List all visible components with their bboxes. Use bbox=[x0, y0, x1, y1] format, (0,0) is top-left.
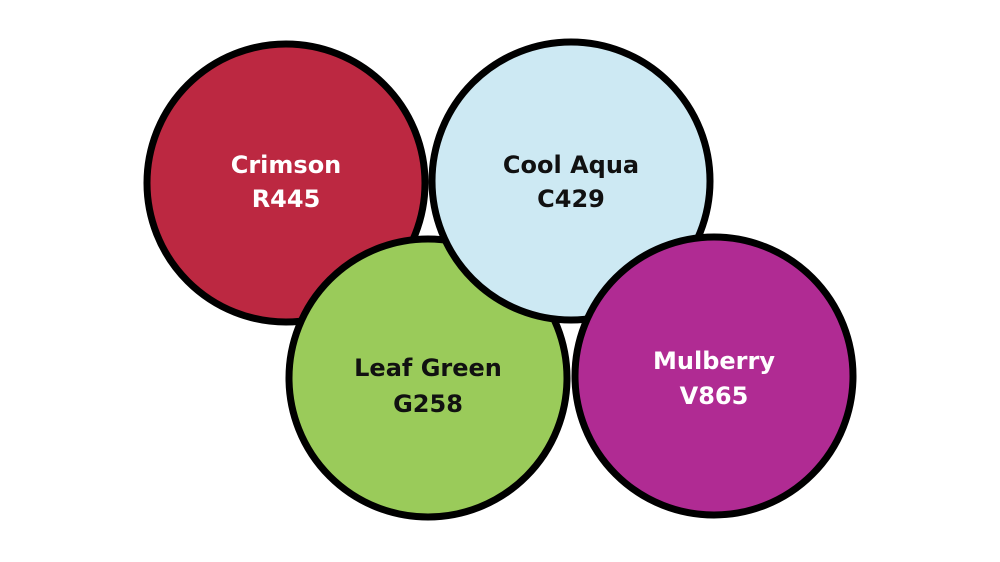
swatch-code: V865 bbox=[680, 382, 749, 410]
swatch-circle bbox=[285, 235, 571, 521]
swatch-code: G258 bbox=[393, 390, 463, 418]
swatch-code: R445 bbox=[252, 185, 321, 213]
swatch-circle bbox=[143, 40, 429, 326]
swatch-label: Crimson bbox=[231, 151, 342, 179]
swatch-circle bbox=[428, 38, 714, 324]
swatch-code: C429 bbox=[537, 185, 605, 213]
swatch-cool-aqua: Cool Aqua C429 bbox=[428, 38, 714, 324]
swatch-label: Cool Aqua bbox=[503, 151, 639, 179]
swatch-circle bbox=[571, 233, 857, 519]
swatch-label: Leaf Green bbox=[354, 354, 502, 382]
swatch-label: Mulberry bbox=[653, 347, 775, 375]
swatch-leaf-green: Leaf Green G258 bbox=[285, 235, 571, 521]
swatch-mulberry: Mulberry V865 bbox=[571, 233, 857, 519]
swatch-crimson: Crimson R445 bbox=[143, 40, 429, 326]
